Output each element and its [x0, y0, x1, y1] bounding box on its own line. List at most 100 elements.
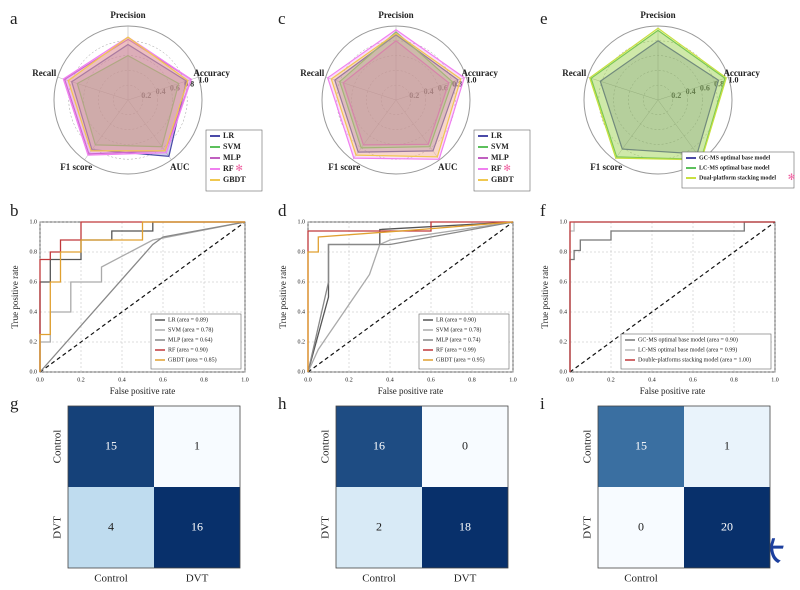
cell-label: 2 [376, 519, 382, 533]
axis-label: Accuracy [461, 68, 498, 78]
legend-box [418, 313, 510, 370]
x-category-label: Control [94, 573, 128, 585]
legend-label: SVM [223, 142, 241, 151]
radar-area [599, 40, 720, 155]
legend-box [150, 313, 242, 370]
y-category-label: Control [52, 430, 64, 464]
spoke [587, 76, 659, 101]
x-tick-label: 0.0 [566, 377, 574, 383]
legend-label: SVM [491, 142, 509, 151]
y-category-label: Control [320, 430, 332, 464]
x-tick-label: 0.6 [159, 377, 167, 383]
legend-star: ✻ [235, 163, 243, 173]
roc-curve [39, 221, 246, 373]
y-category-label: DVT [320, 516, 332, 539]
grid-circle [366, 70, 426, 130]
axis-label: F1 score [60, 162, 92, 172]
heatmap-cell [68, 406, 154, 487]
radar-area [588, 27, 727, 161]
y-tick-label: 0.2 [30, 339, 38, 345]
cell-label: 1 [724, 438, 730, 452]
y-tick-label: 0.4 [298, 309, 306, 315]
y-tick-label: 0.2 [298, 339, 306, 345]
legend-label: LR (area = 0.89) [168, 316, 208, 323]
panel-letter: f [540, 201, 546, 220]
spoke [325, 76, 397, 101]
cell-label: 16 [191, 519, 203, 533]
legend-label: GBDT [223, 175, 246, 184]
r-tick-label: 0.8 [714, 80, 724, 89]
legend-label: MLP [223, 153, 241, 162]
axis-label: F1 score [328, 162, 360, 172]
r-tick-label: 1.0 [466, 76, 476, 85]
x-tick-label: 0.8 [730, 377, 738, 383]
x-tick-label: 0.2 [345, 377, 353, 383]
legend-label: SVM (area = 0.78) [436, 326, 481, 333]
axis-label: AUC [438, 162, 458, 172]
y-tick-label: 0.0 [560, 369, 568, 375]
panel-letter: b [10, 201, 19, 220]
panel-letter: d [278, 201, 287, 220]
r-tick-label: 0.4 [686, 87, 696, 96]
radar-area [326, 28, 466, 160]
spoke [614, 99, 659, 161]
x-axis-label: False positive rate [640, 386, 705, 396]
spoke [657, 99, 702, 161]
roc-curve [39, 221, 245, 372]
heatmap-cell [598, 487, 684, 568]
cell-label: 18 [459, 519, 471, 533]
heatmap-cell [684, 487, 770, 568]
panel-letter: a [10, 9, 18, 28]
spoke [127, 99, 172, 161]
x-tick-label: 0.0 [304, 377, 312, 383]
panel-letter: i [540, 394, 545, 413]
roc-curve [39, 221, 246, 372]
chance-line [307, 221, 514, 373]
x-tick-label: 1.0 [241, 377, 249, 383]
roc-curve [569, 221, 775, 372]
spoke [657, 76, 729, 101]
radar-area [339, 31, 453, 149]
axis-label: Precision [640, 10, 675, 20]
y-tick-label: 0.2 [560, 339, 568, 345]
r-tick-label: 0.6 [170, 83, 180, 92]
y-tick-label: 0.0 [298, 369, 306, 375]
matrix-frame [335, 405, 509, 569]
legend-label: MLP (area = 0.74) [436, 336, 480, 343]
legend-label: LC-MS optimal base model [699, 165, 770, 171]
legend-star: ✻ [788, 172, 796, 182]
x-category-label: DVT [454, 573, 477, 585]
chance-line [39, 221, 246, 373]
legend-label: LR [223, 131, 234, 140]
x-tick-label: 0.4 [118, 377, 126, 383]
axis-label: Accuracy [193, 68, 230, 78]
legend-label: LC-MS optimal base model (area = 0.99) [638, 346, 737, 353]
x-category-label: DVT [186, 573, 209, 585]
legend-label: RF (area = 0.99) [436, 346, 476, 353]
y-axis-label: True positive rate [278, 265, 288, 328]
legend-label: LR (area = 0.90) [436, 316, 476, 323]
x-tick-label: 0.8 [200, 377, 208, 383]
spoke [395, 99, 440, 161]
r-tick-label: 0.2 [141, 91, 151, 100]
x-category-label: Control [362, 573, 396, 585]
x-tick-label: 0.2 [77, 377, 85, 383]
panel-letter: g [10, 394, 19, 413]
x-tick-label: 0.2 [607, 377, 615, 383]
axis-label: Accuracy [723, 68, 760, 78]
grid-circle [68, 40, 188, 160]
axis-label: Recall [562, 68, 586, 78]
y-tick-label: 0.8 [560, 249, 568, 255]
spoke [352, 99, 397, 161]
spoke [395, 76, 467, 101]
y-tick-label: 0.8 [298, 249, 306, 255]
radar-area [334, 34, 459, 153]
r-tick-label: 1.0 [198, 76, 208, 85]
y-tick-label: 0.4 [560, 309, 568, 315]
radar-area [342, 40, 450, 146]
cell-label: 1 [194, 438, 200, 452]
legend-label: MLP (area = 0.64) [168, 336, 212, 343]
y-tick-label: 0.6 [30, 279, 38, 285]
y-tick-label: 0.0 [30, 369, 38, 375]
